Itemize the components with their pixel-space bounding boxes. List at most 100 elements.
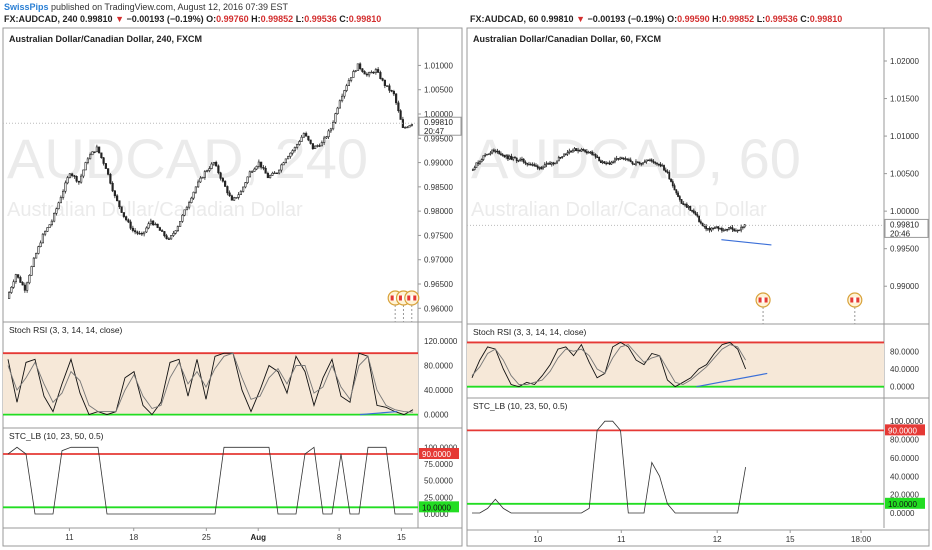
- candle-body: [519, 158, 522, 161]
- candle-body: [657, 163, 660, 166]
- price-tick-label: 0.99500: [890, 245, 919, 254]
- watermark-name: Australian Dollar/Canadian Dollar: [471, 199, 767, 221]
- candle-body: [503, 154, 506, 158]
- candle-body: [253, 168, 256, 172]
- candle-body: [542, 166, 544, 170]
- candle-body: [738, 229, 741, 232]
- candle-body: [703, 225, 706, 227]
- upper-level-label: 90.0000: [422, 450, 451, 459]
- candle-body: [12, 281, 15, 288]
- chart-title: Australian Dollar/Canadian Dollar, 240, …: [9, 34, 202, 44]
- candle-body: [556, 160, 558, 164]
- candle-body: [361, 68, 364, 72]
- candle-body: [484, 154, 487, 157]
- open-value: 0.99760: [216, 14, 249, 24]
- candle-body: [314, 145, 317, 150]
- divergence-trendline: [359, 410, 398, 416]
- candle-body: [549, 162, 551, 165]
- candle-body: [251, 171, 254, 173]
- candle-body: [62, 190, 65, 198]
- candle-body: [599, 160, 602, 164]
- candle-body: [392, 90, 395, 95]
- candle-body: [98, 146, 101, 154]
- candle-body: [550, 162, 553, 165]
- down-arrow-icon: ▼: [576, 14, 586, 24]
- price-tick-label: 0.98500: [424, 183, 453, 192]
- candle-body: [17, 274, 20, 278]
- candle-body: [626, 158, 629, 160]
- candle-body: [363, 71, 366, 75]
- candle-body: [68, 173, 71, 178]
- candle-body: [129, 221, 132, 229]
- candle-body: [30, 266, 33, 276]
- candle-body: [621, 157, 623, 159]
- candle-body: [230, 195, 233, 201]
- candle-body: [705, 226, 708, 230]
- candle-body: [19, 277, 22, 283]
- bar-countdown: 20:47: [424, 127, 445, 136]
- candle-body: [614, 158, 616, 163]
- candle-body: [733, 229, 736, 232]
- candle-body: [726, 228, 729, 231]
- time-tick-label: 8: [337, 533, 342, 542]
- candle-body: [510, 155, 513, 160]
- candle-body: [547, 162, 550, 165]
- candle-body: [122, 212, 125, 217]
- candle-body: [273, 172, 276, 175]
- bar-countdown: 20:46: [890, 229, 911, 238]
- publisher-name[interactable]: SwissPips: [4, 2, 49, 12]
- candle-body: [172, 232, 175, 236]
- candle-body: [507, 155, 509, 160]
- candle-body: [154, 223, 157, 226]
- lower-level-label: 10.0000: [888, 500, 917, 509]
- candle-body: [233, 197, 236, 201]
- candle-body: [386, 85, 389, 87]
- last-price: 0.99810: [80, 14, 113, 24]
- candle-body: [582, 149, 585, 151]
- chart-frame: [2, 27, 463, 547]
- candle-body: [8, 292, 11, 299]
- candle-body: [536, 165, 539, 169]
- candle-body: [226, 186, 229, 194]
- candle-body: [138, 232, 141, 235]
- candle-body: [410, 124, 413, 126]
- candle-body: [633, 163, 636, 165]
- lower-level-tag: [885, 497, 925, 509]
- candle-body: [408, 125, 411, 128]
- price-tick-label: 1.00500: [424, 86, 453, 95]
- candle-body: [26, 282, 29, 291]
- candle-body: [257, 161, 260, 167]
- candle-body: [677, 192, 679, 197]
- candle-body: [635, 161, 637, 165]
- price-change: −0.00193 (−0.19%): [587, 14, 665, 24]
- indicator-tick-label: 100.0000: [890, 417, 924, 426]
- candle-body: [680, 199, 683, 204]
- candle-body: [715, 226, 718, 228]
- candle-body: [482, 155, 485, 160]
- price-tick-label: 1.01500: [890, 95, 919, 104]
- candle-body: [316, 145, 319, 147]
- candle-body: [656, 162, 658, 165]
- candle-body: [262, 167, 265, 169]
- candle-body: [675, 189, 678, 194]
- candle-body: [174, 230, 177, 234]
- candle-body: [531, 164, 534, 166]
- candle-body: [161, 230, 164, 232]
- candle-body: [345, 85, 348, 91]
- canada-flag-icon-center: [393, 295, 397, 301]
- candle-body: [327, 130, 330, 138]
- indicator-tick-label: 120.0000: [424, 337, 458, 346]
- last-price-label: 0.99810: [890, 220, 919, 229]
- candle-body: [406, 126, 409, 129]
- candle-body: [224, 180, 227, 187]
- candle-body: [113, 190, 116, 197]
- indicator-tick-label: 0.0000: [890, 383, 915, 392]
- time-tick-label: 11: [65, 533, 74, 542]
- indicator-tick-label: 80.0000: [890, 347, 919, 356]
- candle-body: [557, 156, 560, 162]
- candle-body: [111, 182, 114, 192]
- candle-body: [717, 226, 720, 230]
- candle-body: [143, 231, 146, 235]
- candle-body: [642, 162, 644, 165]
